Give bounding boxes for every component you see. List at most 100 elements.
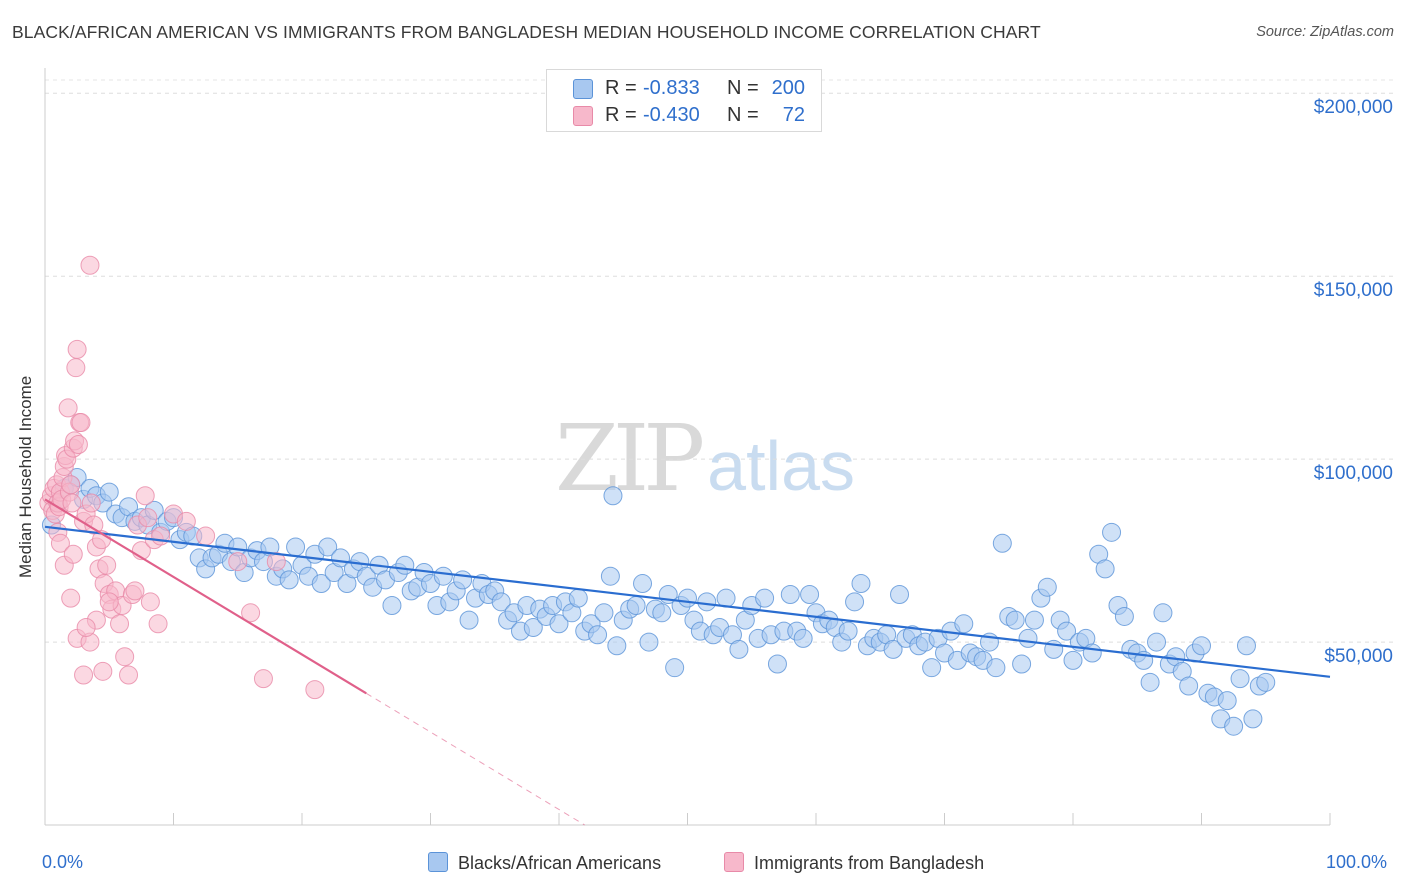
bangladesh-point [138, 508, 158, 528]
bangladesh-point [68, 435, 88, 455]
bangladesh-point [151, 526, 171, 546]
blacks-point [603, 486, 623, 506]
blacks-point [459, 610, 479, 630]
pink-swatch [573, 106, 593, 126]
legend-item-blacks[interactable]: Blacks/African Americans [428, 852, 661, 874]
bangladesh-trend-line [44, 498, 367, 695]
x-tick-label-min: 0.0% [42, 852, 84, 872]
bangladesh-point [266, 552, 286, 572]
bangladesh-point [228, 552, 248, 572]
blacks-point [1057, 621, 1077, 641]
bangladesh-point [66, 358, 86, 378]
blacks-point [1192, 636, 1211, 656]
blue-swatch [573, 79, 593, 99]
bangladesh-point [99, 592, 119, 612]
bangladesh-point [176, 511, 196, 531]
blacks-point [954, 614, 974, 634]
blacks-point [1224, 716, 1244, 736]
bangladesh-point [110, 614, 130, 634]
blacks-point [626, 595, 646, 615]
blacks-point [767, 654, 787, 674]
blacks-point [1102, 522, 1122, 542]
bangladesh-point [196, 526, 216, 546]
blacks-point [318, 537, 338, 557]
bangladesh-point [119, 665, 139, 685]
blacks-point [883, 639, 903, 659]
blacks-point [1037, 577, 1057, 597]
bangladesh-point [305, 680, 325, 700]
bangladesh-point [67, 339, 87, 359]
bangladesh-point [80, 255, 100, 275]
r-label: R = [605, 104, 637, 126]
blacks-point [652, 603, 672, 623]
r-value: -0.833 [643, 77, 700, 99]
y-tick-label: $150,000 [1313, 280, 1393, 302]
blacks-point [1236, 636, 1256, 656]
blacks-point [395, 555, 415, 575]
n-value: 72 [782, 104, 805, 126]
bangladesh-point [76, 617, 96, 637]
blacks-point [382, 595, 402, 615]
blacks-point [433, 566, 453, 586]
blacks-point [1147, 632, 1167, 652]
blacks-point [311, 574, 331, 594]
blacks-point [1140, 672, 1160, 692]
blacks-trend-line [44, 525, 1331, 678]
blacks-point [890, 585, 910, 605]
chart-title: BLACK/AFRICAN AMERICAN VS IMMIGRANTS FRO… [12, 22, 1041, 42]
blacks-point [1114, 606, 1134, 626]
bangladesh-point [97, 555, 117, 575]
bangladesh-point [125, 581, 145, 601]
bangladesh-point [140, 592, 160, 612]
bangladesh-point [84, 515, 104, 535]
bangladesh-point [93, 661, 113, 681]
stats-legend-row-blacks: R = -0.833 N = 200 [547, 75, 821, 101]
r-label: R = [605, 77, 637, 99]
blacks-point [1005, 610, 1025, 630]
bangladesh-point [135, 486, 155, 506]
blacks-point [1018, 628, 1038, 648]
bangladesh-point [253, 669, 273, 689]
bangladesh-point [58, 398, 78, 418]
bangladesh-point [115, 647, 135, 667]
n-label: N = [727, 104, 759, 126]
blacks-point [1179, 676, 1199, 696]
bangladesh-point [62, 493, 82, 513]
bangladesh-point [74, 665, 94, 685]
bangladesh-point [63, 544, 83, 564]
y-tick-label: $100,000 [1313, 463, 1393, 485]
blacks-point [1230, 669, 1250, 689]
blacks-point [729, 639, 749, 659]
blacks-point [600, 566, 620, 586]
blue-swatch [428, 852, 448, 872]
blacks-point [665, 658, 685, 678]
blacks-point [1256, 672, 1276, 692]
x-tick-label-max: 100.0% [1326, 852, 1388, 872]
blacks-point [838, 621, 858, 641]
blacks-point [594, 603, 614, 623]
blacks-point [99, 482, 119, 502]
blacks-point [633, 574, 653, 594]
blacks-point [1243, 709, 1263, 729]
source-label: Source: ZipAtlas.com [1256, 24, 1394, 40]
blacks-point [851, 574, 871, 594]
blacks-point [986, 658, 1006, 678]
blacks-point [639, 632, 659, 652]
y-tick-label: $200,000 [1313, 97, 1393, 119]
bangladesh-point [81, 493, 101, 513]
blacks-point [1082, 643, 1102, 663]
y-axis-label: Median Household Income [16, 375, 35, 578]
y-tick-label: $50,000 [1324, 646, 1393, 668]
pink-swatch [724, 852, 744, 872]
stats-legend: R = -0.833 N = 200 R = -0.430 N = 72 [546, 69, 822, 132]
blacks-point [286, 537, 306, 557]
n-label: N = [727, 77, 759, 99]
blacks-point [992, 533, 1012, 553]
bangladesh-point [61, 588, 81, 608]
blacks-point [1217, 691, 1237, 711]
blacks-point [607, 636, 627, 656]
bangladesh-trend-extension [365, 692, 585, 826]
legend-item-bangladesh[interactable]: Immigrants from Bangladesh [724, 852, 984, 874]
blacks-point [523, 617, 543, 637]
